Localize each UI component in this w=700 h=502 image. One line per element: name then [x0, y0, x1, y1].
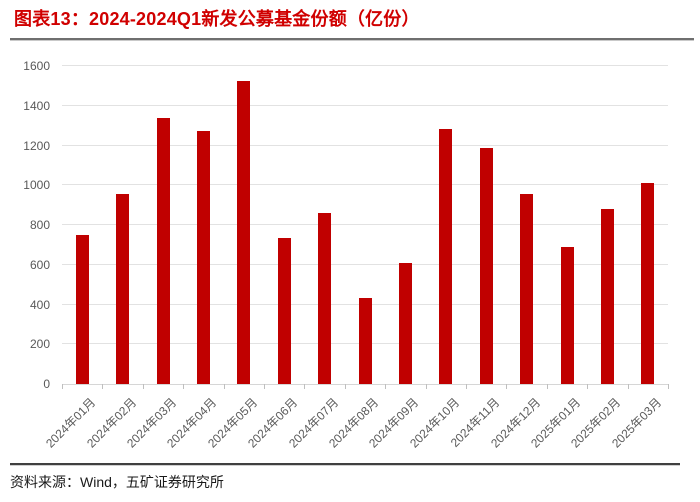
- x-axis-tick: [102, 384, 104, 389]
- bar-2024年01月: [75, 234, 89, 384]
- gridline: [62, 144, 668, 146]
- x-axis-tick: [344, 384, 346, 389]
- y-axis-label: 1400: [23, 98, 50, 113]
- y-axis-label: 400: [29, 297, 50, 312]
- bar-2024年07月: [318, 213, 332, 384]
- gridline: [62, 184, 668, 186]
- bar-2024年12月: [520, 194, 534, 384]
- y-axis-label: 1000: [23, 178, 50, 193]
- gridline: [62, 65, 668, 66]
- bar-2025年01月: [560, 246, 574, 384]
- x-axis-tick: [385, 384, 387, 389]
- bar-2024年11月: [479, 148, 493, 384]
- y-axis-label: 1600: [23, 59, 50, 73]
- x-axis-tick: [506, 384, 508, 389]
- bar-2024年04月: [196, 130, 210, 384]
- y-axis-label: 600: [29, 257, 50, 272]
- x-axis-tick: [142, 384, 144, 389]
- bar-2025年03月: [641, 183, 655, 384]
- bar-2024年05月: [237, 80, 251, 384]
- x-axis-tick: [466, 384, 467, 389]
- bar-2025年02月: [600, 209, 614, 384]
- plot-area: [62, 65, 668, 385]
- bar-2024年06月: [277, 237, 291, 384]
- x-axis-tick: [62, 384, 63, 389]
- x-axis-tick: [546, 384, 548, 389]
- y-axis-label: 0: [43, 377, 50, 391]
- gridline: [62, 263, 668, 265]
- footer-divider: [10, 463, 680, 466]
- x-axis-tick: [264, 384, 265, 389]
- title-divider: [10, 38, 694, 41]
- bar-2024年08月: [358, 297, 372, 384]
- gridline: [62, 384, 668, 385]
- y-axis-label: 800: [29, 218, 50, 232]
- x-axis-tick: [304, 384, 306, 389]
- x-axis-tick: [668, 384, 669, 389]
- x-axis-tick: [587, 384, 589, 389]
- x-axis-tick: [425, 384, 427, 389]
- x-axis-tick: [223, 384, 225, 389]
- source-note: 资料来源：Wind，五矿证券研究所: [10, 474, 224, 490]
- bar-2024年02月: [116, 194, 130, 384]
- chart-title: 图表13：2024-2024Q1新发公募基金份额（亿份）: [14, 9, 420, 29]
- y-axis-label: 200: [29, 337, 50, 352]
- bar-2024年10月: [439, 128, 453, 384]
- x-axis-tick: [183, 384, 185, 389]
- gridline: [62, 104, 668, 106]
- gridline: [62, 224, 668, 225]
- x-axis-tick: [627, 384, 629, 389]
- bar-2024年03月: [156, 117, 170, 384]
- bar-2024年09月: [398, 262, 412, 384]
- y-axis-label: 1200: [23, 138, 50, 153]
